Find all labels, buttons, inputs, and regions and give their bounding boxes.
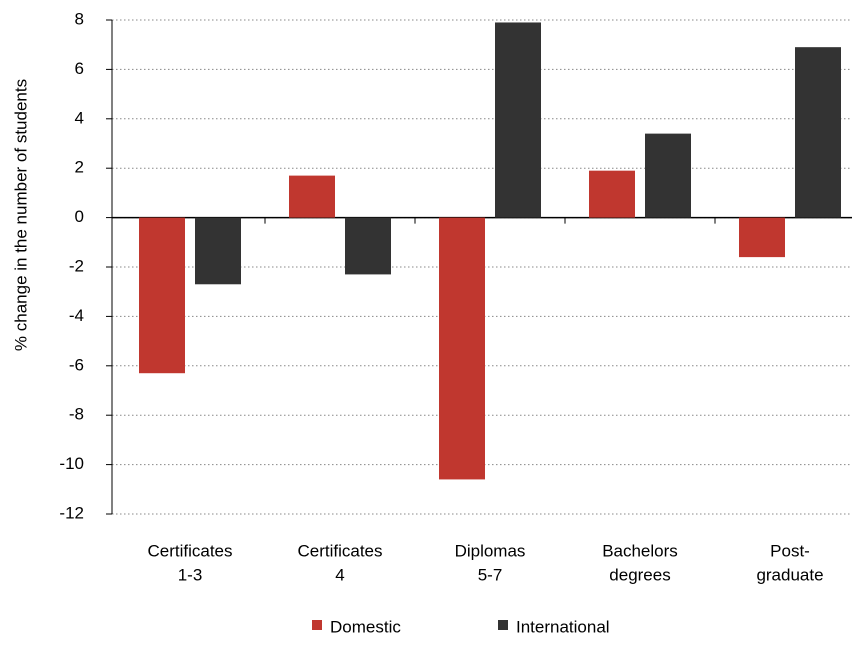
y-tick-label: 2 [75,158,84,177]
x-tick-label: 5-7 [478,565,503,584]
x-tick-label: Post- [770,541,810,560]
y-axis-label: % change in the number of students [11,79,30,351]
legend-swatch [498,620,508,630]
bar [439,217,485,480]
x-tick-label: 1-3 [178,565,203,584]
bar [495,22,541,218]
y-tick-label: -8 [69,405,84,424]
y-tick-label: -4 [69,306,84,325]
x-tick-label: Certificates [147,541,232,560]
bar [195,217,241,285]
bar [139,217,185,374]
x-tick-label: 4 [335,565,344,584]
legend-label: Domestic [330,617,401,636]
bar [795,47,841,218]
x-tick-label: Diplomas [455,541,526,560]
bar [739,217,785,258]
y-tick-label: -6 [69,355,84,374]
x-tick-label: graduate [756,565,823,584]
y-tick-label: 6 [75,59,84,78]
y-tick-label: -10 [59,454,84,473]
x-tick-label: Certificates [297,541,382,560]
y-tick-label: -12 [59,503,84,522]
bar [345,217,391,275]
x-tick-label: degrees [609,565,670,584]
x-tick-label: Bachelors [602,541,678,560]
y-tick-label: 8 [75,9,84,28]
y-tick-label: 4 [75,108,84,127]
bar [645,133,691,218]
legend-label: International [516,617,610,636]
y-tick-label: 0 [75,207,84,226]
bar [589,170,635,218]
bar [289,175,335,218]
y-tick-label: -2 [69,256,84,275]
legend-swatch [312,620,322,630]
